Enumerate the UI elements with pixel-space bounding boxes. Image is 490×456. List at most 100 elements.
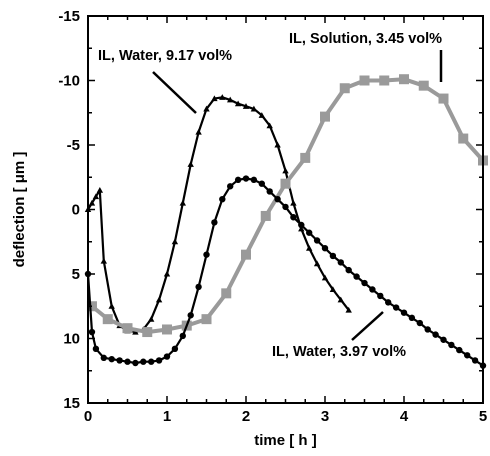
data-point-triangle	[250, 105, 258, 112]
data-point-circle	[140, 358, 147, 365]
data-point-circle	[148, 358, 155, 365]
data-point-circle	[392, 304, 400, 311]
data-point-square	[300, 152, 311, 163]
data-point-triangle	[108, 303, 115, 309]
y-tick-label: 15	[63, 395, 80, 412]
data-point-square	[359, 75, 370, 86]
data-point-triangle	[203, 105, 210, 112]
data-point-triangle	[195, 128, 202, 135]
annotation-water-397: IL, Water, 3.97 vol%	[272, 344, 406, 360]
data-point-square	[122, 323, 133, 334]
data-point-square	[280, 178, 291, 189]
data-point-circle	[471, 357, 479, 364]
data-point-triangle	[266, 122, 273, 129]
data-point-circle	[464, 352, 471, 359]
data-point-square	[201, 314, 212, 325]
data-point-triangle	[100, 257, 107, 264]
y-tick-label: 5	[72, 266, 80, 283]
data-point-square	[339, 83, 350, 94]
data-point-triangle	[187, 161, 194, 167]
data-point-circle	[416, 319, 423, 327]
data-point-square	[438, 93, 449, 104]
data-point-circle	[448, 341, 455, 349]
annotation-solution-345: IL, Solution, 3.45 vol%	[289, 31, 442, 47]
data-point-triangle	[306, 245, 313, 251]
data-point-square	[162, 324, 172, 335]
data-point-square	[458, 133, 469, 144]
data-point-triangle	[337, 296, 344, 303]
data-point-triangle	[88, 199, 96, 206]
data-point-circle	[408, 314, 416, 322]
data-point-circle	[298, 221, 305, 229]
leader-line-water-397	[351, 311, 384, 341]
data-point-square	[379, 75, 390, 86]
data-point-circle	[329, 252, 337, 260]
data-point-circle	[171, 345, 179, 353]
data-point-triangle	[211, 95, 218, 102]
data-point-circle	[440, 336, 447, 343]
data-point-circle	[290, 214, 297, 221]
data-point-circle	[385, 299, 392, 306]
data-point-circle	[132, 359, 139, 367]
leader-line-water-917	[152, 71, 197, 114]
data-point-circle	[211, 219, 218, 226]
data-point-triangle	[219, 94, 226, 100]
data-point-triangle	[274, 141, 281, 148]
data-point-circle	[250, 176, 258, 184]
data-point-circle	[88, 328, 96, 336]
data-point-circle	[179, 332, 186, 340]
data-point-circle	[242, 175, 250, 182]
y-tick-label: -10	[58, 73, 80, 90]
annotation-water-917: IL, Water, 9.17 vol%	[98, 48, 232, 64]
data-point-triangle	[234, 100, 242, 107]
data-point-square	[142, 327, 153, 338]
data-point-triangle	[321, 274, 329, 281]
data-point-square	[320, 111, 330, 122]
data-point-triangle	[179, 199, 186, 206]
data-point-triangle	[171, 238, 179, 245]
data-point-triangle	[92, 193, 100, 200]
data-point-circle	[92, 345, 100, 353]
data-point-circle	[155, 357, 163, 364]
data-point-triangle	[163, 270, 171, 277]
axes-layer: time [ h ] deflection [ μm ] 0 1 2 3 4 5 -15 -1…	[11, 8, 487, 449]
data-point-circle	[432, 331, 439, 338]
x-tick-label: 0	[84, 408, 92, 425]
data-point-triangle	[313, 260, 321, 267]
annotation-layer: IL, Water, 9.17 vol% IL, Solution, 3.45 …	[98, 31, 443, 360]
x-tick-label: 3	[321, 408, 329, 425]
data-point-square	[418, 80, 429, 91]
data-point-circle	[369, 286, 376, 293]
data-point-square	[260, 210, 271, 221]
data-point-triangle	[298, 225, 305, 232]
data-point-circle	[274, 195, 281, 203]
data-point-circle	[424, 326, 431, 333]
data-point-circle	[219, 195, 226, 203]
data-point-circle	[337, 259, 344, 266]
data-point-circle	[456, 346, 463, 354]
data-point-triangle	[242, 103, 250, 109]
data-point-circle	[116, 357, 123, 364]
data-point-triangle	[227, 96, 234, 103]
x-tick-label: 4	[400, 408, 409, 425]
data-point-circle	[258, 180, 265, 187]
y-tick-label: -5	[67, 137, 80, 154]
data-point-circle	[282, 203, 289, 211]
series-line-2	[86, 177, 485, 367]
data-point-circle	[187, 312, 194, 319]
x-tick-label: 2	[242, 408, 250, 425]
data-point-circle	[100, 354, 108, 362]
data-point-triangle	[345, 306, 352, 313]
data-point-circle	[203, 251, 210, 258]
data-point-circle	[163, 353, 171, 360]
plot-layer	[84, 74, 488, 369]
data-point-circle	[234, 176, 242, 184]
data-point-circle	[400, 309, 408, 316]
data-point-triangle	[148, 315, 155, 322]
y-tick-label: -15	[58, 8, 80, 25]
data-point-square	[221, 288, 232, 299]
data-point-circle	[345, 266, 352, 274]
x-tick-label: 5	[479, 408, 487, 425]
